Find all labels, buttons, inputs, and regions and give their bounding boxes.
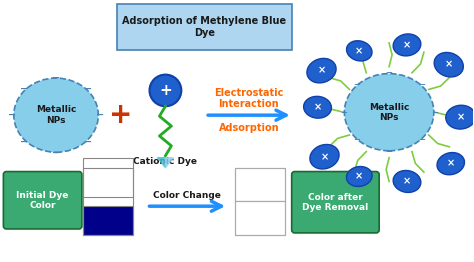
Text: Adsorption: Adsorption — [219, 123, 279, 133]
Text: ×: × — [355, 46, 364, 56]
Bar — [235, 168, 285, 235]
Text: −: − — [20, 137, 28, 147]
FancyArrowPatch shape — [208, 110, 286, 120]
Text: −: − — [431, 108, 438, 117]
Bar — [83, 168, 133, 235]
Ellipse shape — [434, 52, 464, 77]
Text: Initial Dye
Color: Initial Dye Color — [17, 190, 69, 210]
Text: ×: × — [355, 172, 364, 182]
Ellipse shape — [393, 171, 421, 193]
Polygon shape — [157, 158, 165, 168]
Text: Cationic Dye: Cationic Dye — [133, 157, 198, 166]
Text: −: − — [84, 137, 92, 147]
Text: −: − — [353, 135, 360, 144]
Text: ×: × — [447, 159, 455, 169]
Text: −: − — [52, 73, 60, 83]
Polygon shape — [165, 158, 173, 168]
Ellipse shape — [437, 152, 465, 175]
Text: Metallic
NPs: Metallic NPs — [369, 102, 409, 122]
FancyArrowPatch shape — [149, 201, 221, 211]
FancyBboxPatch shape — [292, 172, 379, 233]
Text: ×: × — [313, 102, 321, 112]
Text: −: − — [340, 108, 347, 117]
Bar — [83, 206, 133, 235]
Text: −: − — [52, 148, 60, 158]
Text: Metallic
NPs: Metallic NPs — [36, 106, 76, 125]
Text: −: − — [20, 84, 28, 94]
Text: −: − — [84, 84, 92, 94]
Text: ×: × — [445, 60, 453, 70]
Text: −: − — [386, 68, 392, 77]
Text: −: − — [386, 147, 392, 156]
Circle shape — [149, 75, 182, 106]
Text: −: − — [353, 80, 360, 89]
Text: −: − — [419, 80, 425, 89]
Ellipse shape — [14, 78, 98, 152]
Ellipse shape — [345, 74, 434, 151]
Bar — [235, 201, 285, 235]
Ellipse shape — [304, 96, 331, 118]
Text: ×: × — [456, 112, 465, 122]
Ellipse shape — [307, 58, 336, 83]
Text: ×: × — [403, 40, 411, 50]
Text: Electrostatic
Interaction: Electrostatic Interaction — [214, 88, 283, 109]
Bar — [235, 168, 285, 201]
Text: ×: × — [403, 177, 411, 187]
Text: −: − — [419, 135, 425, 144]
Ellipse shape — [446, 105, 474, 129]
Ellipse shape — [346, 167, 372, 187]
Text: ×: × — [318, 66, 326, 76]
FancyBboxPatch shape — [117, 4, 292, 50]
Text: Color after
Dye Removal: Color after Dye Removal — [302, 193, 369, 212]
Ellipse shape — [310, 144, 339, 169]
Text: ×: × — [320, 152, 328, 162]
Text: Adsorption of Methylene Blue
Dye: Adsorption of Methylene Blue Dye — [122, 16, 286, 38]
Text: Color Change: Color Change — [154, 191, 221, 200]
FancyBboxPatch shape — [3, 172, 82, 229]
Bar — [83, 158, 133, 196]
Text: +: + — [159, 83, 172, 98]
Ellipse shape — [346, 41, 372, 61]
Text: +: + — [109, 101, 132, 129]
Text: −: − — [96, 110, 104, 120]
Ellipse shape — [393, 34, 421, 56]
Text: −: − — [8, 110, 17, 120]
